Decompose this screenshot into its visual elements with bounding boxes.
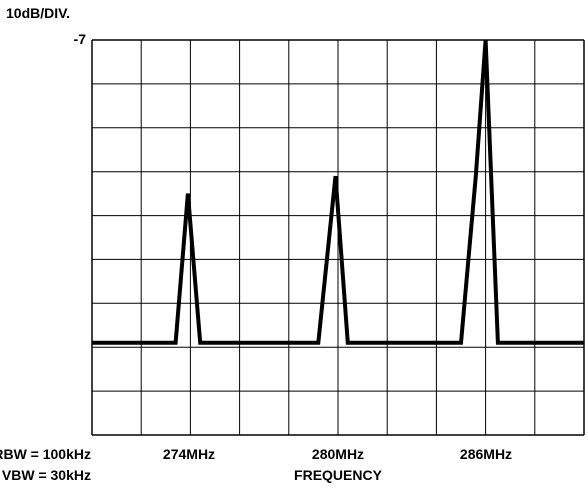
- trace-layer: [92, 39, 584, 345]
- x-tick-label-280: 280MHz: [312, 446, 364, 462]
- x-tick-label-274: 274MHz: [163, 446, 215, 462]
- rbw-label: RBW = 100kHz: [0, 446, 91, 462]
- reference-level-label: -7: [74, 31, 87, 47]
- vbw-label: VBW = 30kHz: [2, 467, 91, 483]
- x-axis-label: FREQUENCY: [294, 467, 383, 483]
- scale-label: 10dB/DIV.: [6, 5, 70, 21]
- x-tick-label-286: 286MHz: [460, 446, 512, 462]
- spectrum-trace-0: [92, 39, 584, 345]
- grid: [91, 39, 585, 436]
